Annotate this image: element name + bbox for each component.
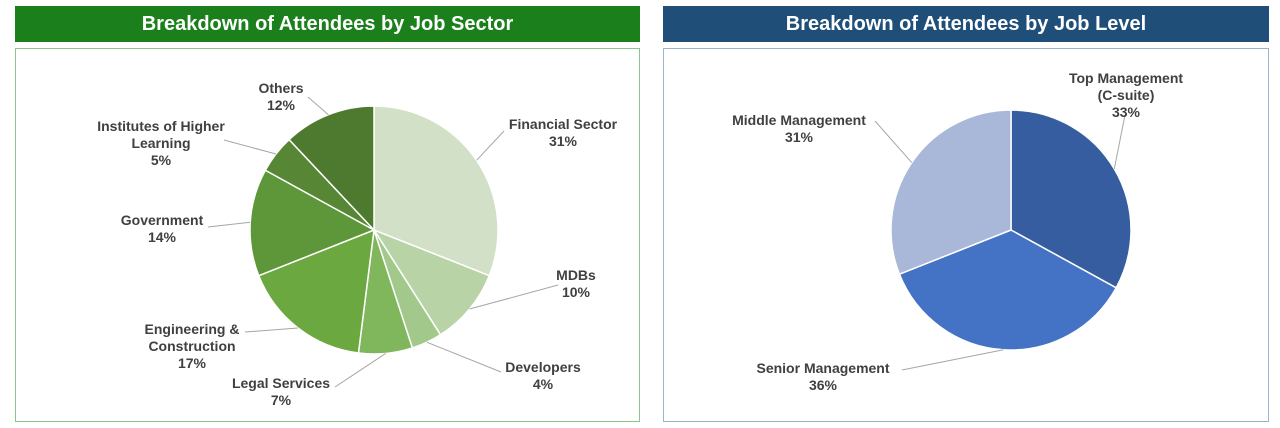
slice-label-developers: Developers 4% xyxy=(505,359,581,392)
sector-pie-chart: Financial Sector 31% MDBs 10% Developers 4% Le… xyxy=(97,80,618,408)
slice-label-government: Government 14% xyxy=(121,212,204,245)
level-chart-header: Breakdown of Attendees by Job Level xyxy=(663,6,1269,42)
leader-line-developers xyxy=(426,341,502,373)
leader-line-senior-management xyxy=(901,349,1004,371)
level-chart-frame: Top Management (C-suite) 33% Senior Managem… xyxy=(663,48,1269,422)
pie-slice-middle-management xyxy=(890,109,1012,276)
slice-label-engineering-construction: Engineering & Construction 17% xyxy=(145,321,240,371)
slice-label-top-management-c-suite: Top Management (C-suite) 33% xyxy=(1069,70,1183,120)
slice-label-financial-sector: Financial Sector 31% xyxy=(509,116,618,149)
level-chart-title: Breakdown of Attendees by Job Level xyxy=(785,12,1147,35)
slice-label-senior-management: Senior Management 36% xyxy=(756,360,889,393)
leader-line-legal-services xyxy=(334,353,386,388)
pie-slice-financial-sector xyxy=(373,105,499,277)
leader-line-financial-sector xyxy=(476,130,505,161)
leader-line-institutes-of-higher-learning xyxy=(223,139,277,155)
sector-chart-title: Breakdown of Attendees by Job Sector xyxy=(141,12,514,35)
sector-chart-header: Breakdown of Attendees by Job Sector xyxy=(15,6,640,42)
pie-slice-mdbs xyxy=(372,228,491,336)
pie-slice-engineering-construction xyxy=(257,228,375,354)
slice-label-others: Others 12% xyxy=(258,80,303,113)
slice-label-institutes-of-higher-learning: Institutes of Higher Learning 5% xyxy=(97,118,225,168)
leader-line-middle-management xyxy=(874,120,913,163)
leader-line-others xyxy=(307,96,329,116)
sector-chart-frame: Financial Sector 31% MDBs 10% Developers 4% Le… xyxy=(15,48,640,422)
slice-label-mdbs: MDBs 10% xyxy=(556,267,596,300)
leader-line-top-management-c-suite xyxy=(1113,114,1126,170)
pie-slice-senior-management xyxy=(898,229,1118,351)
leader-line-engineering-construction xyxy=(244,327,299,333)
slice-label-legal-services: Legal Services 7% xyxy=(232,375,330,408)
pie-slice-government xyxy=(249,169,376,277)
leader-line-mdbs xyxy=(469,284,559,310)
pie-slice-others xyxy=(288,105,375,232)
leader-line-government xyxy=(207,221,251,228)
level-pie-chart: Top Management (C-suite) 33% Senior Managem… xyxy=(732,70,1183,393)
slice-label-middle-management: Middle Management 31% xyxy=(732,112,866,145)
